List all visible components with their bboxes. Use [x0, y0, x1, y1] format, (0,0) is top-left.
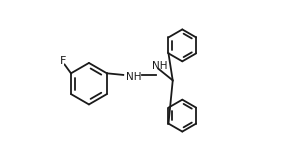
Text: NH: NH: [152, 61, 168, 71]
Text: F: F: [60, 56, 66, 66]
Text: NH: NH: [126, 72, 141, 82]
